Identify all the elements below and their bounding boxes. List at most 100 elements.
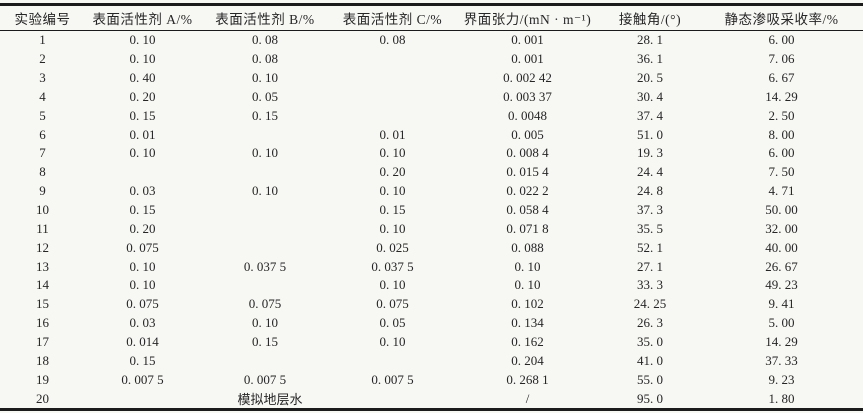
table-body: 1 0. 10 0. 08 0. 08 0. 001 28. 1 6. 00 2 0. 10 0.… <box>0 31 863 410</box>
table-cell: 41. 0 <box>637 352 663 368</box>
table-cell: 9. 41 <box>768 296 795 312</box>
table-cell: 14. 29 <box>765 333 798 349</box>
table-row: 11 0. 20 0. 10 0. 071 8 35. 5 32. 00 <box>0 219 863 238</box>
table-cell: 0. 20 <box>129 88 156 104</box>
table-cell: 0. 037 5 <box>243 258 287 274</box>
column-header: 接触角/(°) <box>600 4 700 31</box>
table-cell: 6. 00 <box>768 145 795 161</box>
experiment-number-cell: 8 <box>39 164 46 180</box>
table-row: 3 0. 40 0. 10 0. 002 42 20. 5 6. 67 <box>0 69 863 88</box>
table-cell: 0. 03 <box>129 183 156 199</box>
table-cell: 0. 08 <box>252 51 278 67</box>
table-cell: 8. 00 <box>768 126 795 142</box>
table-cell: 0. 0048 <box>508 107 547 123</box>
table-cell: 0. 10 <box>129 277 156 293</box>
table-row: 1 0. 10 0. 08 0. 08 0. 001 28. 1 6. 00 <box>0 31 863 50</box>
experiment-number-cell: 6 <box>39 126 46 142</box>
table-row: 17 0. 014 0. 15 0. 10 0. 162 35. 0 14. 29 <box>0 333 863 352</box>
table-cell: 35. 0 <box>637 333 663 349</box>
table-row: 18 0. 15 0. 204 41. 0 37. 33 <box>0 351 863 370</box>
experiment-number-cell: 4 <box>39 88 46 104</box>
table-cell: 0. 15 <box>129 107 156 123</box>
table-cell: 0. 05 <box>379 315 406 331</box>
table-cell: 95. 0 <box>637 390 663 406</box>
table-cell: 50. 00 <box>765 202 798 218</box>
table-row: 5 0. 15 0. 15 0. 0048 37. 4 2. 50 <box>0 106 863 125</box>
table-cell: 0. 008 4 <box>506 145 549 161</box>
table-cell <box>330 50 455 69</box>
experiment-number-cell: 10 <box>36 202 49 218</box>
column-header: 静态渗吸采收率/% <box>700 4 863 31</box>
experiment-number-cell: 18 <box>36 352 49 368</box>
experiment-number-cell: 16 <box>36 315 49 331</box>
table-cell: 0. 10 <box>252 183 278 199</box>
table-row: 12 0. 075 0. 025 0. 088 52. 1 40. 00 <box>0 238 863 257</box>
table-cell: 0. 075 <box>126 239 159 255</box>
experiment-table-container: 实验编号 表面活性剂 A/% 表面活性剂 B/% 表面活性剂 C/% 界面张力/(mN … <box>0 3 863 412</box>
table-cell: 40. 00 <box>765 239 798 255</box>
table-cell: 19. 3 <box>637 145 663 161</box>
table-cell: 0. 002 42 <box>503 70 552 86</box>
table-cell: 0. 134 <box>511 315 544 331</box>
table-cell: 55. 0 <box>637 371 663 387</box>
table-cell: 0. 10 <box>129 32 156 48</box>
table-cell: 0. 005 <box>511 126 544 142</box>
table-cell <box>330 106 455 125</box>
table-cell: 0. 075 <box>248 296 282 312</box>
table-cell: 0. 15 <box>252 333 278 349</box>
table-cell: 7. 50 <box>768 164 795 180</box>
column-header: 表面活性剂 A/% <box>85 4 200 31</box>
experiment-number-cell: 9 <box>39 183 46 199</box>
table-cell <box>200 163 330 182</box>
table-cell <box>200 201 330 220</box>
table-cell: 24. 25 <box>633 296 667 312</box>
table-row: 20 模拟地层水 / 95. 0 1. 80 <box>0 389 863 410</box>
column-header: 界面张力/(mN · m⁻¹) <box>455 4 600 31</box>
experiment-number-cell: 13 <box>36 258 49 274</box>
table-row: 8 0. 20 0. 015 4 24. 4 7. 50 <box>0 163 863 182</box>
table-row: 9 0. 03 0. 10 0. 10 0. 022 2 24. 8 4. 71 <box>0 182 863 201</box>
table-cell: 37. 4 <box>637 107 663 123</box>
table-cell: 0. 10 <box>129 51 156 67</box>
table-row: 4 0. 20 0. 05 0. 003 37 30. 4 14. 29 <box>0 88 863 107</box>
table-cell: 37. 33 <box>765 352 798 368</box>
table-cell: 28. 1 <box>637 32 663 48</box>
table-cell: 51. 0 <box>637 126 663 142</box>
table-cell: 0. 162 <box>511 333 544 349</box>
table-cell: 0. 01 <box>379 126 406 142</box>
experiment-number-cell: 5 <box>39 107 46 123</box>
table-cell: 1. 80 <box>768 390 795 406</box>
table-cell: 0. 15 <box>379 202 406 218</box>
table-cell: 0. 075 <box>376 296 409 312</box>
table-row: 13 0. 10 0. 037 5 0. 037 5 0. 10 27. 1 26. 67 <box>0 257 863 276</box>
table-cell: 0. 088 <box>511 239 544 255</box>
column-header: 实验编号 <box>0 4 85 31</box>
experiment-results-table: 实验编号 表面活性剂 A/% 表面活性剂 B/% 表面活性剂 C/% 界面张力/(mN … <box>0 3 863 412</box>
table-cell: 7. 06 <box>768 51 795 67</box>
table-cell: 14. 29 <box>765 88 798 104</box>
table-cell: 0. 10 <box>129 258 156 274</box>
experiment-number-cell: 19 <box>36 371 49 387</box>
table-header: 实验编号 表面活性剂 A/% 表面活性剂 B/% 表面活性剂 C/% 界面张力/(mN … <box>0 4 863 31</box>
experiment-number-cell: 2 <box>39 51 46 67</box>
table-cell: 0. 014 <box>126 333 159 349</box>
table-cell: 0. 001 <box>511 51 544 67</box>
table-cell: 0. 003 37 <box>503 88 552 104</box>
table-cell: 0. 08 <box>379 32 406 48</box>
table-row: 15 0. 075 0. 075 0. 075 0. 102 24. 25 9. 41 <box>0 295 863 314</box>
experiment-number-cell: 14 <box>36 277 49 293</box>
table-cell: 0. 204 <box>511 352 544 368</box>
table-cell <box>200 276 330 295</box>
table-cell: 0. 40 <box>129 70 156 86</box>
experiment-number-cell: 15 <box>36 296 49 312</box>
table-cell: 0. 037 5 <box>371 258 414 274</box>
table-cell: 6. 00 <box>768 32 795 48</box>
table-cell <box>200 238 330 257</box>
table-cell: 24. 4 <box>637 164 663 180</box>
table-cell: 0. 022 2 <box>506 183 549 199</box>
table-header-row: 实验编号 表面活性剂 A/% 表面活性剂 B/% 表面活性剂 C/% 界面张力/(mN … <box>0 4 863 31</box>
table-cell: 0. 20 <box>129 220 156 236</box>
table-cell: 0. 15 <box>129 352 156 368</box>
table-cell: 2. 50 <box>768 107 795 123</box>
table-cell <box>330 69 455 88</box>
